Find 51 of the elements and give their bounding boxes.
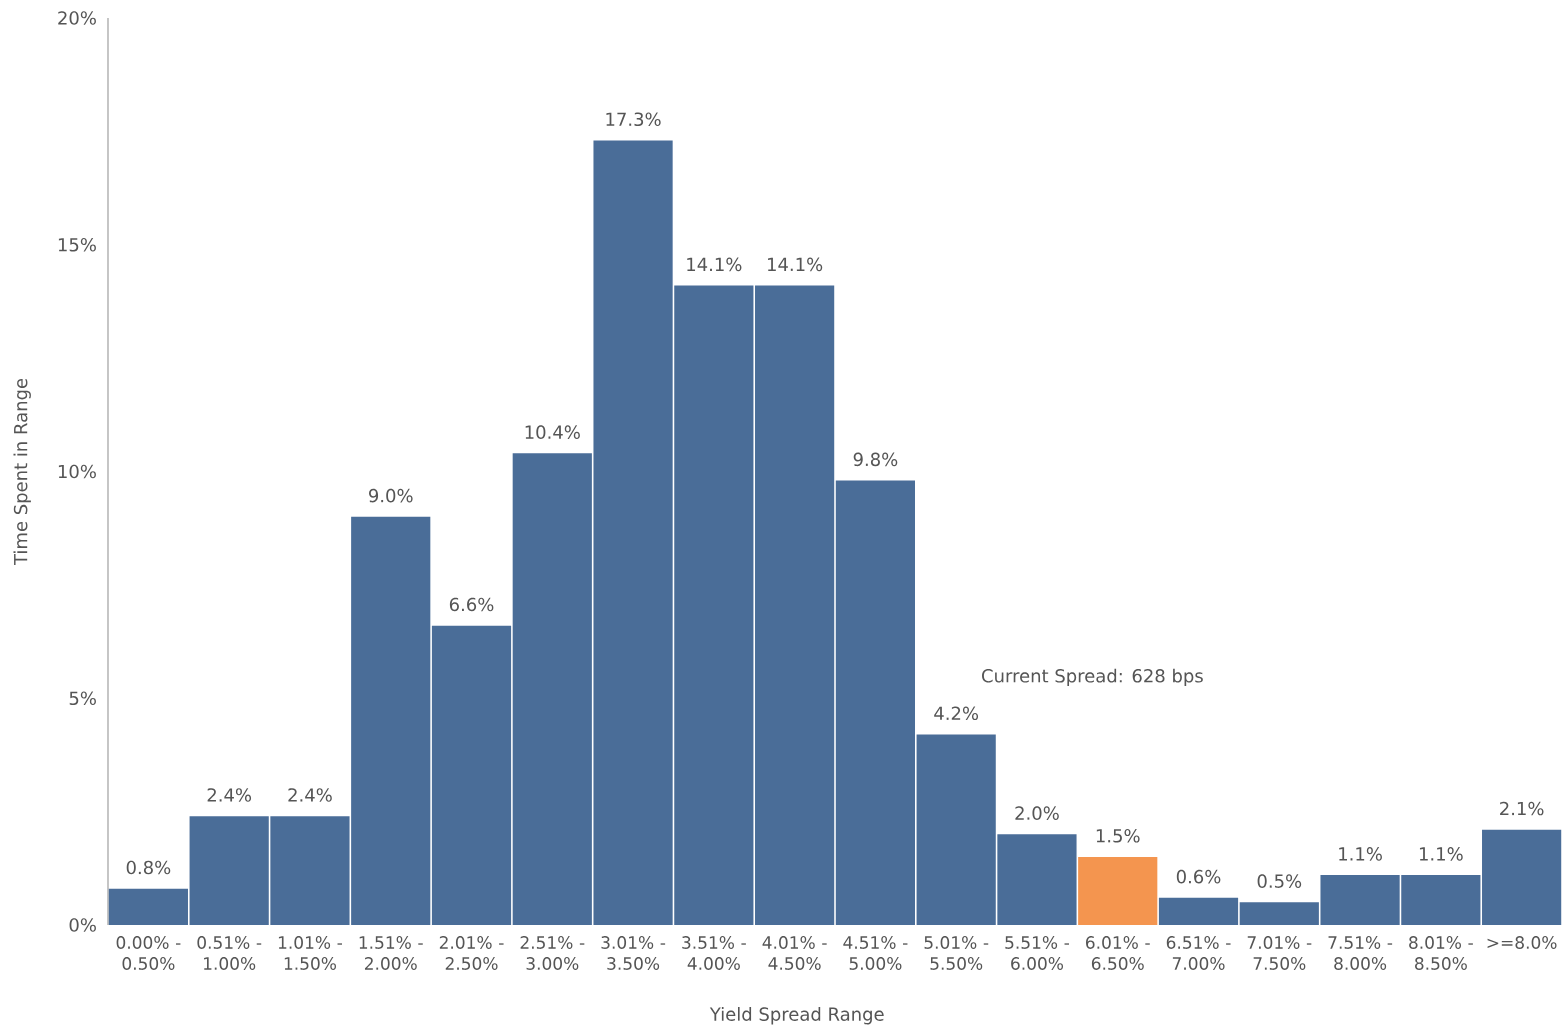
x-tick-label: 2.01% - 2.50% [439,936,504,970]
x-tick-label: 3.51% - 4.00% [682,936,746,970]
data-label: 14.1% [687,257,742,272]
bar [755,285,835,925]
x-tick-label: 2.51% - 3.00% [520,936,585,970]
x-axis-title: Yield Spread Range [709,1006,884,1025]
x-tick-label: 5.01% - 5.50% [924,936,989,970]
data-label: 1.1% [1419,847,1463,861]
x-tick-label: 7.01% - 7.50% [1247,936,1312,970]
data-label: 2.0% [1015,806,1059,820]
data-label: 0.8% [126,860,171,875]
data-label: 6.6% [449,597,494,612]
x-tick-label: 6.01% - 6.50% [1086,936,1150,970]
x-tick-label: 6.51% - 7.00% [1166,936,1231,970]
bar [1158,897,1239,925]
y-tick-label: 20% [58,11,96,25]
data-label: 10.4% [525,425,580,439]
y-tick-label: 0% [69,918,96,932]
data-label: 2.4% [288,788,332,802]
y-axis-title: Time Spent in Range [13,378,31,566]
bar [1078,856,1158,925]
bar [1482,829,1562,925]
y-tick-label: 10% [58,464,96,479]
data-label: 17.3% [606,112,661,127]
bar [835,480,915,925]
bar [108,888,188,925]
x-tick-label: 1.01% - 1.50% [278,936,342,970]
data-label: 9.8% [853,452,898,467]
x-tick-label: 8.01% - 8.50% [1409,936,1473,970]
data-label: 9.0% [368,488,413,503]
y-tick-label: 5% [69,691,96,706]
x-tick-label: 7.51% - 8.00% [1328,936,1393,970]
x-tick-label: 0.00% - 0.50% [116,936,181,970]
x-tick-label: 5.51% - 6.00% [1005,936,1070,970]
data-label: 0.5% [1257,874,1302,888]
x-tick-label: 1.51% - 2.00% [359,936,423,970]
x-tick-label: 4.01% - 4.50% [762,936,827,970]
data-label: 1.1% [1339,847,1382,861]
data-label: 4.2% [934,706,979,721]
x-tick-label: 3.01% - 3.50% [601,936,666,970]
data-label: 0.6% [1176,869,1221,884]
data-label: 1.5% [1096,828,1140,843]
x-tick-label: 0.51% - 1.00% [197,936,262,970]
y-tick-label: 15% [58,237,96,252]
data-label: 2.1% [1500,801,1544,816]
x-tick-label: >=8.0% [1487,936,1557,949]
bar [431,625,512,925]
data-label: 14.1% [768,257,823,272]
annotation: Current Spread: 628 bps [982,668,1203,687]
data-label: 2.4% [207,788,252,802]
x-tick-label: 4.51% - 5.00% [843,936,908,970]
